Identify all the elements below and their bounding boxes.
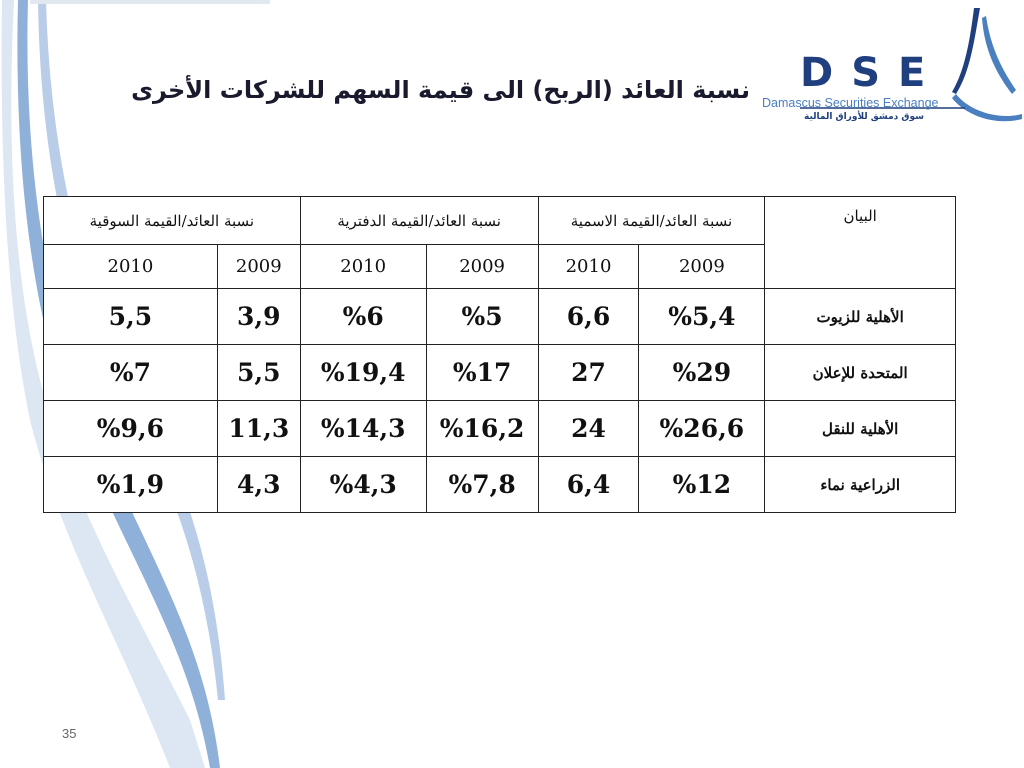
year-cell: 2010 bbox=[43, 244, 218, 289]
value-cell: 27 bbox=[537, 344, 640, 401]
header-nominal: نسبة العائد/القيمة الاسمية bbox=[537, 196, 766, 245]
value-cell: 24 bbox=[537, 400, 640, 457]
table-row: الأهلية للزيوت %5,4 6,6 %5 %6 3,9 5,5 bbox=[43, 288, 956, 345]
dse-logo-mark bbox=[800, 8, 1022, 122]
logo-arabic-name: سوق دمشق للأوراق المالية bbox=[804, 112, 924, 122]
header-year-row: 2009 2010 2009 2010 2009 2010 bbox=[43, 244, 956, 289]
returns-table: البيان نسبة العائد/القيمة الاسمية نسبة ا… bbox=[43, 196, 956, 513]
header-group-row: البيان نسبة العائد/القيمة الاسمية نسبة ا… bbox=[43, 196, 956, 289]
year-cell: 2009 bbox=[638, 244, 766, 289]
company-name: الأهلية للزيوت bbox=[764, 288, 956, 345]
year-cell: 2009 bbox=[216, 244, 301, 289]
table-row: الزراعية نماء %12 6,4 %7,8 %4,3 4,3 %1,9 bbox=[43, 456, 956, 513]
value-cell: %7 bbox=[43, 344, 218, 401]
header-market: نسبة العائد/القيمة السوقية bbox=[43, 196, 301, 245]
value-cell: %6 bbox=[299, 288, 427, 345]
value-cell: 11,3 bbox=[216, 400, 301, 457]
logo-letters: DSE bbox=[800, 50, 944, 96]
value-cell: %5 bbox=[425, 288, 539, 345]
value-cell: %7,8 bbox=[425, 456, 539, 513]
value-cell: %19,4 bbox=[299, 344, 427, 401]
table-row: المتحدة للإعلان %29 27 %17 %19,4 5,5 %7 bbox=[43, 344, 956, 401]
year-cell: 2009 bbox=[425, 244, 539, 289]
value-cell: 5,5 bbox=[43, 288, 218, 345]
value-cell: %4,3 bbox=[299, 456, 427, 513]
value-cell: %17 bbox=[425, 344, 539, 401]
value-cell: %1,9 bbox=[43, 456, 218, 513]
header-label: البيان bbox=[764, 196, 956, 289]
value-cell: %5,4 bbox=[638, 288, 766, 345]
value-cell: 5,5 bbox=[216, 344, 301, 401]
page-number: 35 bbox=[62, 726, 77, 741]
value-cell: %26,6 bbox=[638, 400, 766, 457]
company-name: الزراعية نماء bbox=[764, 456, 956, 513]
value-cell: %9,6 bbox=[43, 400, 218, 457]
value-cell: 3,9 bbox=[216, 288, 301, 345]
table-row: الأهلية للنقل %26,6 24 %16,2 %14,3 11,3 … bbox=[43, 400, 956, 457]
company-name: الأهلية للنقل bbox=[764, 400, 956, 457]
value-cell: %29 bbox=[638, 344, 766, 401]
year-cell: 2010 bbox=[537, 244, 640, 289]
slide-title: نسبة العائد (الربح) الى قيمة السهم للشرك… bbox=[131, 76, 750, 104]
header-book: نسبة العائد/القيمة الدفترية bbox=[299, 196, 539, 245]
value-cell: %16,2 bbox=[425, 400, 539, 457]
logo-subtitle: Damascus Securities Exchange bbox=[762, 96, 939, 110]
value-cell: %14,3 bbox=[299, 400, 427, 457]
year-cell: 2010 bbox=[299, 244, 427, 289]
value-cell: 4,3 bbox=[216, 456, 301, 513]
value-cell: 6,6 bbox=[537, 288, 640, 345]
value-cell: %12 bbox=[638, 456, 766, 513]
dse-logo: DSE Damascus Securities Exchange سوق دمش… bbox=[760, 2, 1022, 130]
value-cell: 6,4 bbox=[537, 456, 640, 513]
company-name: المتحدة للإعلان bbox=[764, 344, 956, 401]
